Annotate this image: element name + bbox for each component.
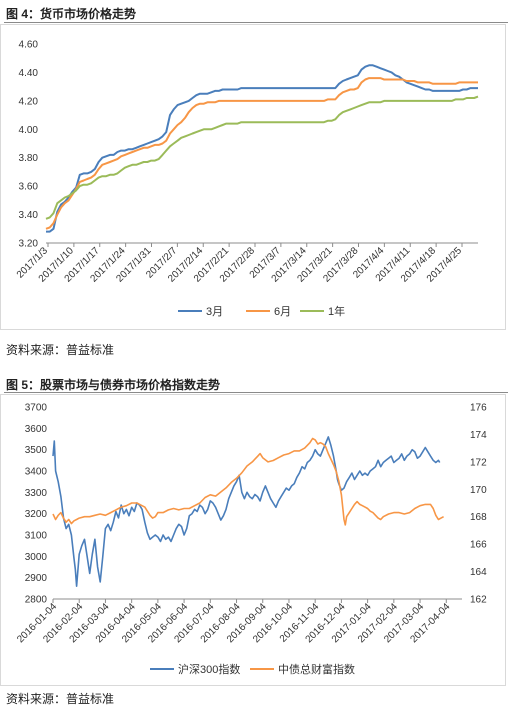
y-left-tick-label: 3500 [25,445,48,456]
figure4-source: 资料来源：普益标准 [6,343,115,357]
series-line [45,95,479,220]
y-left-tick-label: 3700 [25,403,48,414]
y-tick-label: 3.20 [19,239,39,250]
y-tick-label: 4.00 [19,125,39,136]
series-line [52,437,444,526]
legend-label: 1年 [328,304,345,318]
figure4-title: 图 4：货币市场价格走势 [6,7,137,21]
y-right-tick-label: 166 [470,540,487,551]
legend-label: 6月 [274,306,291,318]
y-left-tick-label: 3400 [25,467,48,478]
money-market-chart: 3.203.403.603.804.004.204.404.602017/1/3… [0,24,506,330]
series-line [46,64,478,233]
y-tick-label: 4.40 [19,68,39,79]
y-right-tick-label: 164 [470,567,487,578]
y-right-tick-label: 176 [470,403,487,414]
figure5-title: 图 5：股票市场与债券市场价格指数走势 [6,378,221,392]
figure4-title-rule [4,22,508,23]
y-tick-label: 3.60 [19,182,39,193]
y-tick-label: 3.80 [19,153,39,164]
y-left-tick-label: 3000 [25,552,48,563]
y-right-tick-label: 162 [470,595,487,606]
y-right-tick-label: 170 [470,485,487,496]
y-left-tick-label: 3200 [25,509,48,520]
figure5-source: 资料来源：普益标准 [6,692,115,706]
legend-label: 3月 [206,306,223,318]
series-line [45,77,478,230]
y-left-tick-label: 3600 [25,424,48,435]
y-tick-label: 4.60 [19,40,39,51]
series-line [52,436,441,587]
y-left-tick-label: 2900 [25,573,48,584]
legend-label: 中债总财富指数 [278,662,355,676]
y-tick-label: 4.20 [19,96,39,107]
y-left-tick-label: 3300 [25,488,48,499]
stock-bond-index-chart: 2800 2900 3000 3100 3200 3300 3400 3500 3600 3700… [0,394,506,686]
chart-frame [0,394,506,686]
y-right-tick-label: 168 [470,512,487,523]
y-right-tick-label: 172 [470,457,487,468]
chart-frame [0,24,506,330]
legend-label: 沪深300指数 [178,662,240,676]
y-tick-label: 3.40 [19,210,39,221]
y-right-tick-label: 174 [470,430,487,441]
y-left-tick-label: 3100 [25,531,48,542]
figure5-title-rule [4,392,508,393]
y-left-tick-label: 2800 [25,595,48,606]
